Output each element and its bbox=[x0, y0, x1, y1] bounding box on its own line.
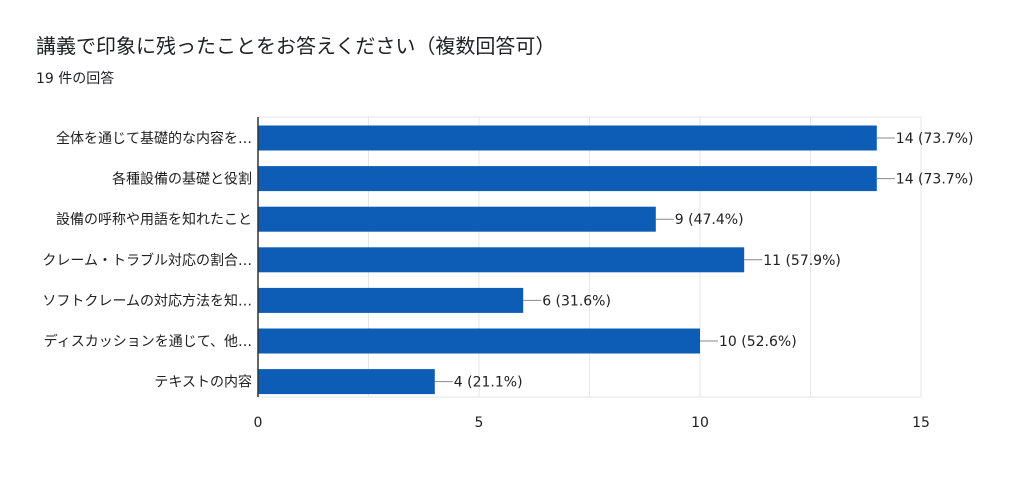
bar bbox=[258, 206, 656, 232]
bar bbox=[258, 328, 700, 354]
x-tick-label: 10 bbox=[691, 415, 709, 431]
category-label: ディスカッションを通じて、他… bbox=[44, 333, 252, 350]
x-tick-label: 0 bbox=[254, 415, 263, 431]
bar bbox=[258, 125, 877, 151]
data-label: 6 (31.6%) bbox=[542, 293, 611, 309]
data-label: 11 (57.9%) bbox=[763, 253, 841, 269]
data-label: 14 (73.7%) bbox=[896, 131, 974, 147]
bar bbox=[258, 287, 524, 313]
data-label: 14 (73.7%) bbox=[896, 172, 974, 188]
bar bbox=[258, 369, 435, 395]
data-label: 10 (52.6%) bbox=[719, 334, 797, 350]
data-label: 4 (21.1%) bbox=[454, 375, 523, 391]
axis-layer: 0 5 10 15 全体を通じて基礎的な内容を… 各種設備の基礎と役割設備の呼称や用語を知… bbox=[42, 117, 930, 431]
x-tick-label: 5 bbox=[475, 415, 484, 431]
chart-title: 講義で印象に残ったことをお答えください（複数回答可） bbox=[36, 34, 556, 58]
bar-layer: 14 (73.7%) 14 (73.7%) 9 (47.4%) 11 (57.9%) 6… bbox=[258, 125, 974, 395]
category-label: 全体を通じて基礎的な内容を… bbox=[56, 130, 252, 147]
x-tick-label: 15 bbox=[912, 415, 930, 431]
category-label: 設備の呼称や用語を知れたこと bbox=[56, 211, 252, 228]
category-label: クレーム・トラブル対応の割合… bbox=[42, 252, 252, 269]
response-count: 19 件の回答 bbox=[36, 71, 115, 87]
bar bbox=[258, 166, 877, 192]
category-label: テキストの内容 bbox=[154, 374, 252, 391]
category-label: 各種設備の基礎と役割 bbox=[112, 171, 252, 188]
data-label: 9 (47.4%) bbox=[675, 212, 744, 228]
bar bbox=[258, 247, 745, 273]
category-label: ソフトクレームの対応方法を知… bbox=[42, 292, 252, 309]
